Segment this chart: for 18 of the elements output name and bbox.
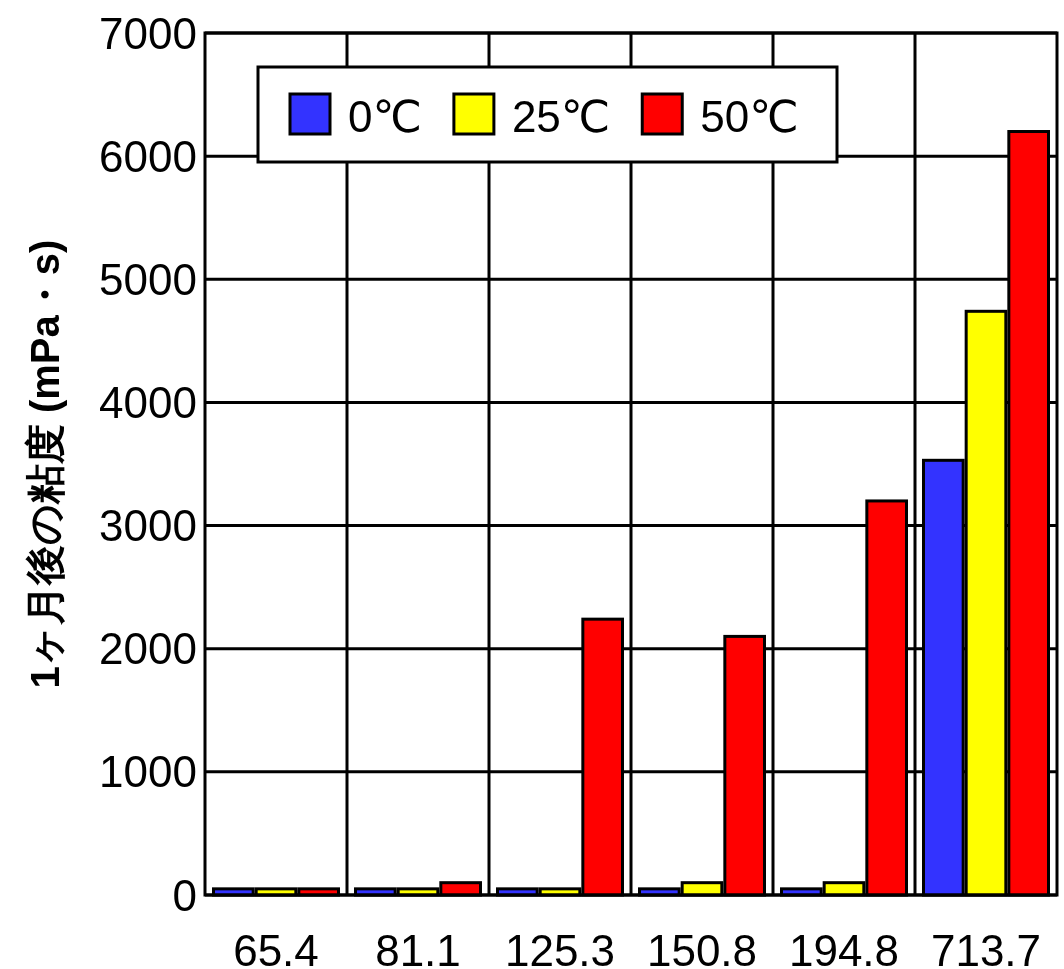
- x-tick-label: 150.8: [646, 925, 758, 969]
- x-tick-label: 65.4: [233, 925, 319, 969]
- y-tick-label: 2000: [99, 624, 197, 674]
- y-tick-label: 6000: [99, 131, 197, 181]
- x-tick-label: 713.7: [930, 925, 1042, 969]
- legend-label: 0℃: [348, 92, 422, 141]
- y-tick-label: 0: [172, 870, 197, 920]
- y-axis-title: 1ヶ月後の粘度 (mPa・s): [23, 239, 67, 689]
- x-tick-label: 81.1: [375, 925, 461, 969]
- y-tick-label: 3000: [99, 501, 197, 551]
- x-tick-label: 194.8: [788, 925, 900, 969]
- x-tick-label: 125.3: [504, 925, 616, 969]
- y-tick-label: 5000: [99, 254, 197, 304]
- legend-label: 50℃: [700, 92, 799, 141]
- y-tick-label: 4000: [99, 377, 197, 427]
- legend-label: 25℃: [511, 92, 611, 141]
- y-tick-label: 7000: [99, 8, 197, 58]
- y-tick-label: 1000: [99, 747, 197, 797]
